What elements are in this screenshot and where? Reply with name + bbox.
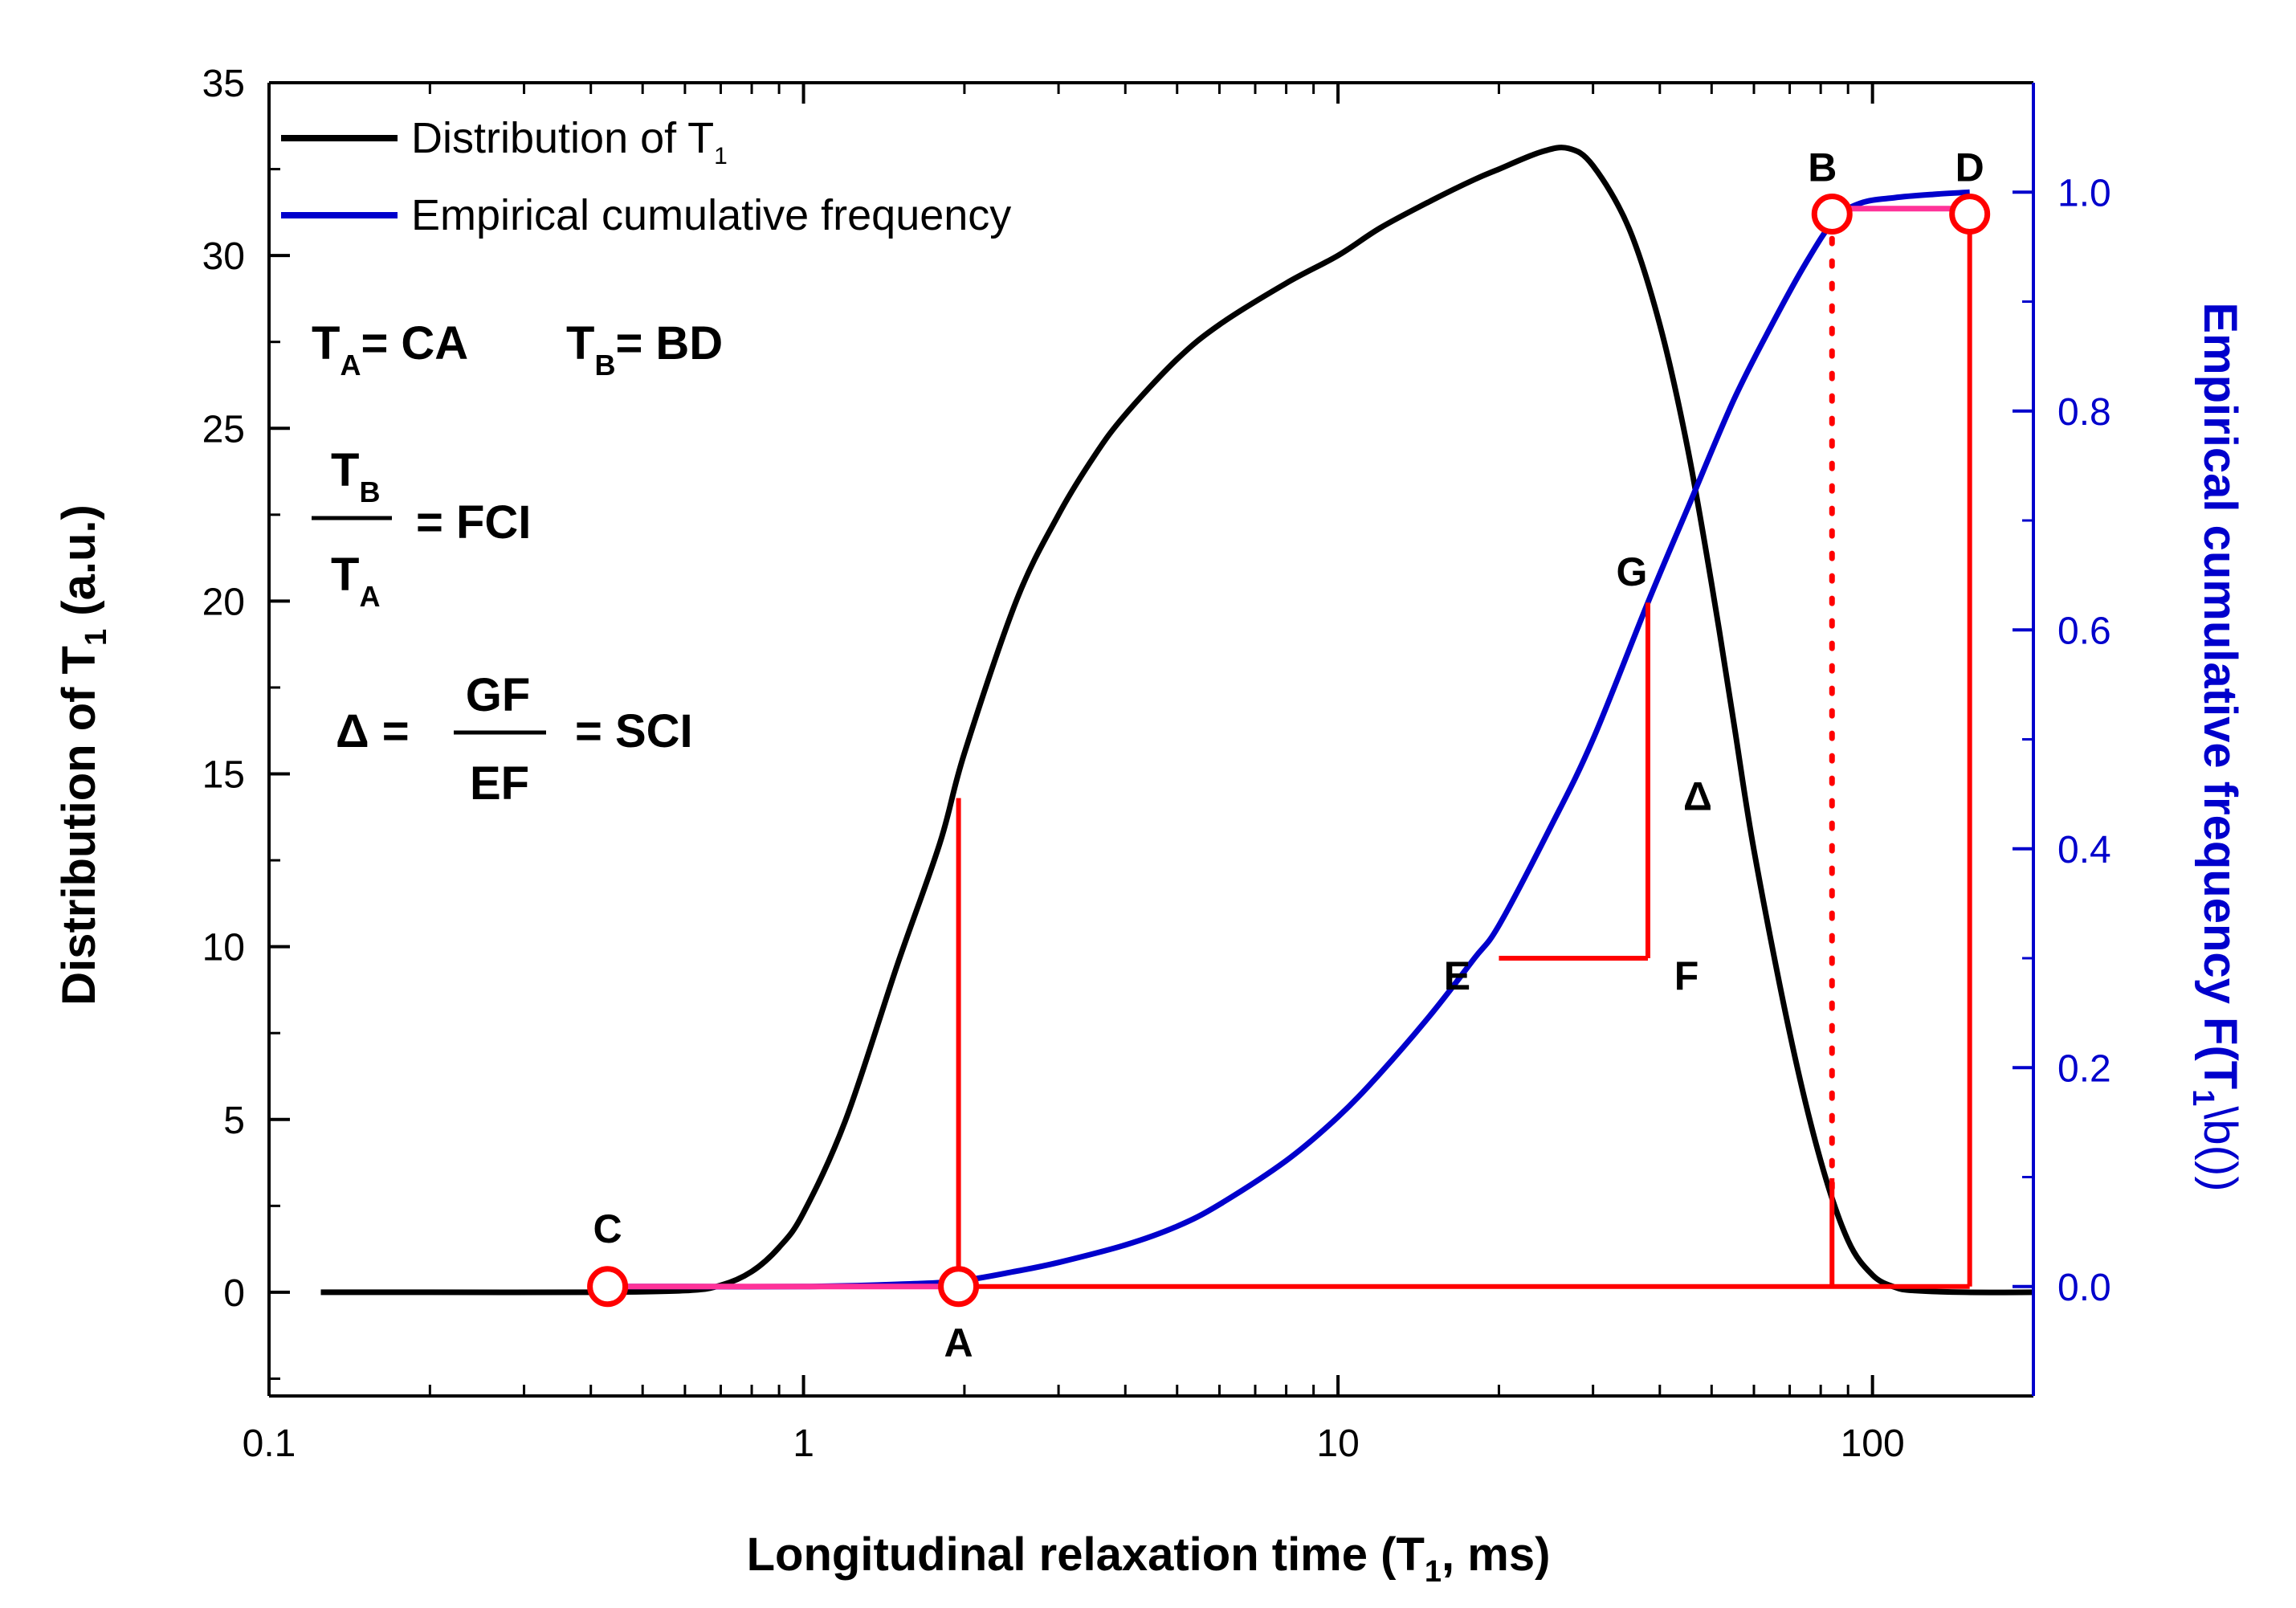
eq-frac1-den-sub: A: [359, 580, 380, 613]
eq-tb-t: T: [566, 317, 594, 369]
y-left-tick-label: 30: [202, 235, 245, 278]
y-axis-left-title-tail: (a.u.): [53, 504, 105, 629]
x-tick-label: 0.1: [243, 1422, 296, 1465]
y-left-tick-label: 15: [202, 754, 245, 797]
x-axis-title-sub: 1: [1425, 1555, 1442, 1589]
legend-label-cumulative: Empirical cumulative frequency: [411, 191, 1011, 239]
point-label-b: B: [1808, 145, 1837, 190]
x-tick-label: 100: [1841, 1422, 1905, 1465]
eq-frac1-num: TB: [331, 444, 380, 508]
point-marker-b: [1811, 194, 1853, 235]
point-label-c: C: [593, 1206, 622, 1251]
eq-frac1-den: TA: [331, 549, 380, 613]
y-axis-right-title-sub: 1: [2186, 1089, 2220, 1106]
delta-label: Δ: [1683, 774, 1712, 819]
y-axis-right-title-tail: \b()): [2194, 1106, 2246, 1191]
eq-tb: TB= BD: [566, 317, 723, 382]
distribution-curve: [320, 145, 2034, 1296]
eq-delta-lhs: Δ =: [336, 705, 410, 757]
y-left-tick-label: 25: [202, 408, 245, 451]
x-tick-label: 10: [1316, 1422, 1359, 1465]
eq-tb-sub: B: [594, 349, 615, 382]
y-right-tick-label: 0.8: [2057, 391, 2111, 434]
legend: Distribution of T1 Empirical cumulative …: [281, 114, 1011, 239]
eq-frac2-result: = SCI: [575, 705, 693, 757]
point-label-e: E: [1444, 953, 1470, 998]
tick-layer: 0.1 1 10 100 0 5 10 15 20 25 30 35 0.0 0.2 0.4 0.6 0.8 1.…: [202, 63, 2111, 1465]
eq-ta: TA= CA: [312, 317, 468, 382]
x-axis-title: Longitudinal relaxation time (T1, ms): [747, 1528, 1551, 1589]
point-label-g: G: [1617, 549, 1648, 594]
x-axis-title-tail: , ms): [1442, 1528, 1550, 1581]
y-left-tick-label: 20: [202, 581, 245, 623]
y-right-tick-label: 0.4: [2057, 829, 2111, 871]
point-marker-c: [587, 1266, 629, 1308]
y-left-tick-label: 10: [202, 927, 245, 969]
legend-label-distribution-main: Distribution of T: [411, 114, 714, 162]
y-axis-left-title: Distribution of T1 (a.u.): [53, 504, 113, 1006]
y-left-tick-label: 5: [223, 1100, 245, 1142]
point-label-d: D: [1955, 145, 1984, 190]
point-marker-d: [1949, 194, 1991, 235]
equations: TA= CA TB= BD TB TA = FCI Δ = GF EF = SC…: [312, 317, 723, 810]
x-tick-label: 1: [793, 1422, 814, 1465]
eq-ta-sub: A: [340, 349, 361, 382]
y-right-tick-label: 0.6: [2057, 610, 2111, 652]
legend-label-distribution-sub: 1: [714, 143, 728, 169]
y-right-tick-label: 1.0: [2057, 172, 2111, 214]
y-axis-left-title-main: Distribution of T: [53, 646, 105, 1006]
eq-tb-eq: = BD: [615, 317, 723, 369]
eq-ta-t: T: [312, 317, 340, 369]
y-right-tick-label: 0.2: [2057, 1047, 2111, 1090]
y-right-tick-label: 0.0: [2057, 1267, 2111, 1309]
x-axis-title-main: Longitudinal relaxation time (T: [747, 1528, 1425, 1581]
eq-frac1-num-t: T: [331, 444, 359, 496]
eq-frac1-den-t: T: [331, 549, 359, 601]
y-left-tick-label: 35: [202, 63, 245, 105]
y-axis-right-title-main: Empirical cumulative frequency F(T: [2194, 302, 2246, 1089]
eq-frac1-result: = FCI: [416, 496, 531, 549]
annotation-layer: C A B D E F G Δ: [587, 145, 1991, 1365]
point-label-f: F: [1674, 953, 1699, 998]
eq-ta-eq: = CA: [361, 317, 468, 369]
point-marker-a: [938, 1266, 980, 1308]
eq-frac2-num: GF: [466, 669, 531, 721]
y-axis-right-title: Empirical cumulative frequency F(T1\b()): [2186, 302, 2246, 1191]
legend-label-distribution: Distribution of T1: [411, 114, 728, 169]
y-axis-left-title-sub: 1: [80, 629, 113, 646]
point-label-a: A: [944, 1320, 973, 1365]
y-left-tick-label: 0: [223, 1272, 245, 1315]
eq-frac1-num-sub: B: [359, 475, 380, 508]
eq-frac2-den: EF: [470, 757, 529, 810]
